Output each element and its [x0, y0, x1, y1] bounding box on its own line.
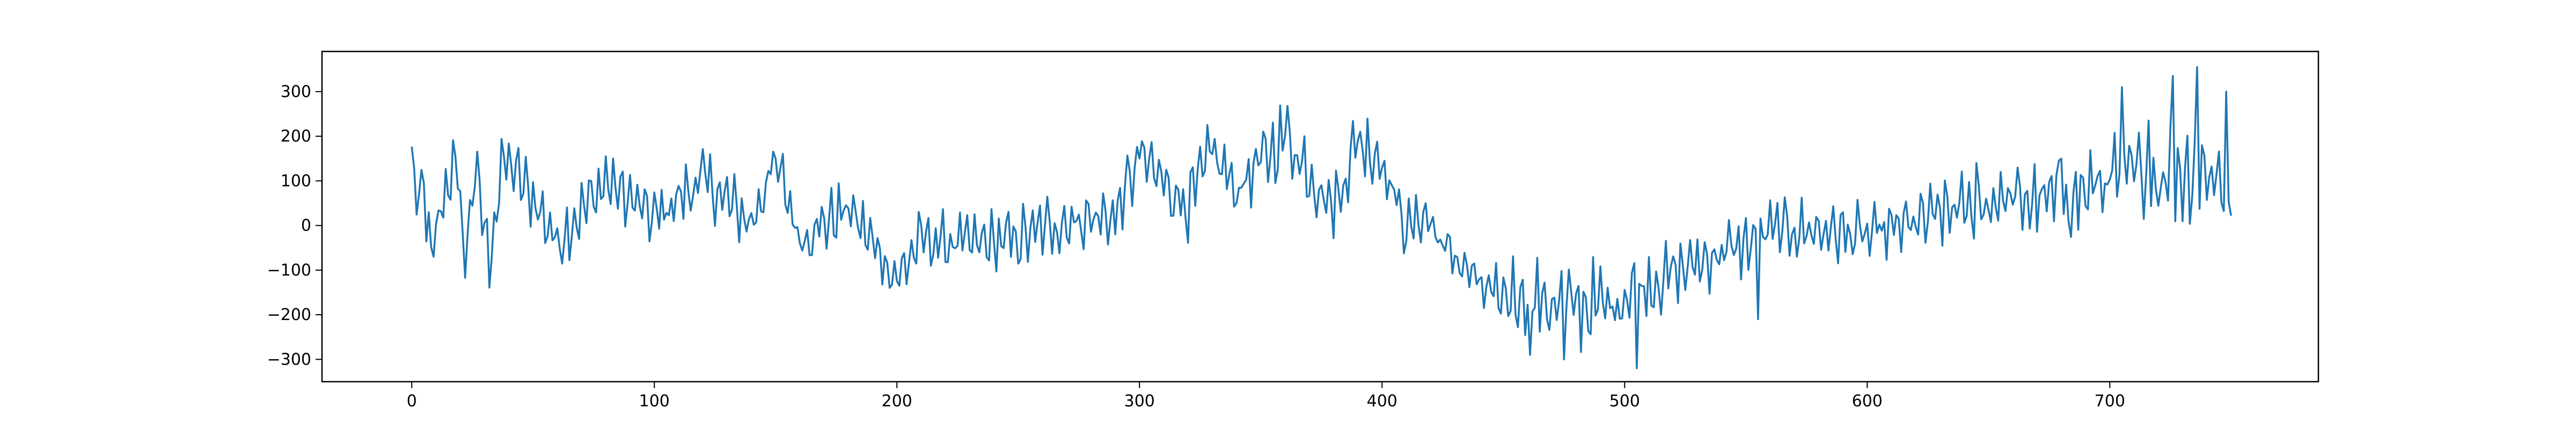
x-tick-label: 300: [1124, 392, 1155, 411]
x-tick-label: 500: [1609, 392, 1640, 411]
x-tick-label: 200: [882, 392, 912, 411]
x-axis: 0 100 200 300 400 500 600 700: [407, 382, 2125, 411]
y-axis: −300 −200 −100 0 100 200 300: [267, 83, 322, 369]
x-tick-label: 600: [1852, 392, 1883, 411]
y-tick-label: 200: [281, 127, 311, 146]
y-tick-label: −100: [267, 261, 311, 280]
series-layer: [411, 66, 2233, 369]
x-tick-label: 700: [2095, 392, 2125, 411]
x-tick-label: 100: [639, 392, 670, 411]
y-tick-label: −200: [267, 306, 311, 324]
series-line: [411, 66, 2233, 369]
y-tick-label: 0: [301, 217, 311, 235]
plot-area-border: [321, 50, 2319, 383]
y-tick-label: 300: [281, 83, 311, 101]
x-tick-label: 400: [1367, 392, 1397, 411]
x-tick-label: 0: [407, 392, 417, 411]
y-tick-label: 100: [281, 172, 311, 190]
y-tick-label: −300: [267, 350, 311, 369]
